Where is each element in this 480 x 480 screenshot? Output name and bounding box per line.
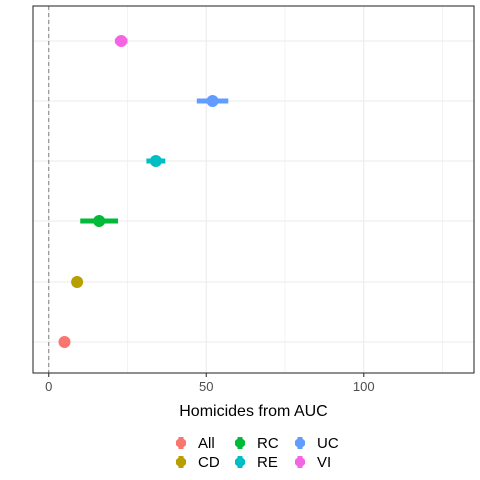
legend-label-rc: RC bbox=[257, 435, 279, 452]
marks-layer bbox=[58, 35, 229, 348]
x-tick-label: 0 bbox=[45, 379, 52, 394]
point-vi bbox=[115, 35, 128, 47]
point-uc bbox=[206, 95, 219, 107]
legend-key-point-cd bbox=[176, 457, 186, 467]
x-axis-ticks: 0 50 100 bbox=[45, 373, 375, 394]
legend-key-point-rc bbox=[235, 438, 245, 448]
legend-item-vi: VI bbox=[295, 454, 331, 471]
x-tick-label: 100 bbox=[353, 379, 375, 394]
legend-item-re: RE bbox=[235, 454, 278, 471]
panel-border bbox=[32, 5, 475, 374]
legend-label-uc: UC bbox=[317, 435, 339, 452]
point-all bbox=[58, 336, 71, 348]
x-axis-title: Homicides from AUC bbox=[179, 403, 327, 420]
legend-key-point-re bbox=[235, 457, 245, 467]
legend-label-cd: CD bbox=[198, 454, 220, 471]
legend-item-rc: RC bbox=[235, 435, 279, 452]
legend-key-point-vi bbox=[295, 457, 305, 467]
point-rc bbox=[93, 215, 106, 227]
legend-item-uc: UC bbox=[295, 435, 339, 452]
point-cd bbox=[71, 276, 84, 288]
legend-key-point-all bbox=[176, 438, 186, 448]
legend-label-vi: VI bbox=[317, 454, 331, 471]
legend-label-re: RE bbox=[257, 454, 278, 471]
legend-label-all: All bbox=[198, 435, 215, 452]
x-tick-label: 50 bbox=[199, 379, 213, 394]
legend-item-cd: CD bbox=[176, 454, 220, 471]
legend-item-all: All bbox=[176, 435, 215, 452]
legend-key-point-uc bbox=[295, 438, 305, 448]
point-re bbox=[149, 155, 162, 167]
legend: All CD RC RE UC VI bbox=[176, 435, 339, 471]
